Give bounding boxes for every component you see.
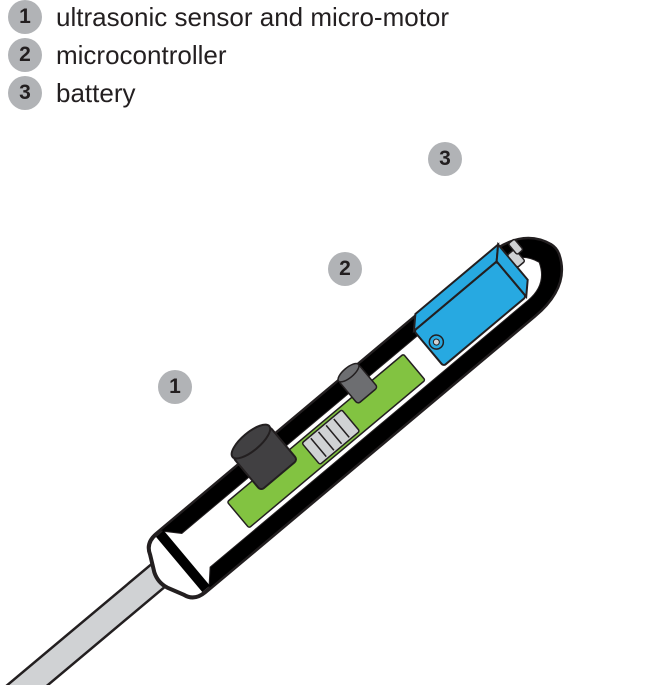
callout-badge-3: 3 [428, 142, 462, 176]
device-diagram [0, 0, 663, 685]
cane-shaft [0, 297, 663, 685]
callout-badge-1: 1 [158, 370, 192, 404]
callout-badge-2: 2 [328, 252, 362, 286]
